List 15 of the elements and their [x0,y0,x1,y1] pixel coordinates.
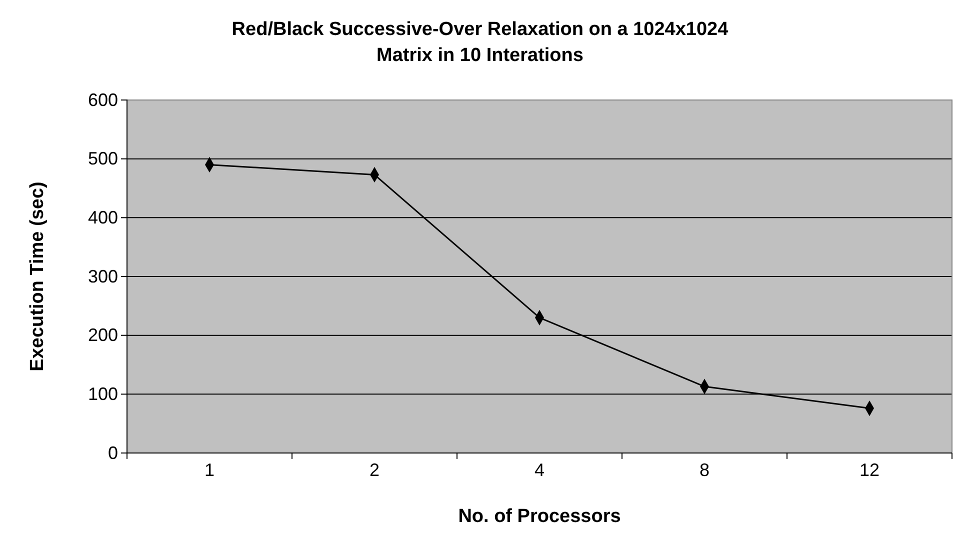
y-tick-label: 200 [88,325,118,346]
x-tick-label: 2 [369,460,380,480]
chart-title: Red/Black Successive-Over Relaxation on a 1024x1024 Matrix in 10 Interations [232,19,729,66]
y-tick-label: 100 [88,384,118,404]
x-tick-label: 8 [699,460,710,480]
x-tick-label: 1 [204,460,215,480]
y-axis-title: Execution Time (sec) [27,182,48,372]
x-tick-label: 4 [534,460,545,480]
y-tick-label: 300 [88,266,118,286]
x-tick-label: 12 [859,460,880,480]
y-tick-label: 400 [88,207,118,228]
x-axis-title: No. of Processors [458,506,621,527]
y-tick-label: 600 [88,90,118,110]
y-tick-label: 0 [108,442,118,463]
y-tick-label: 500 [88,148,118,169]
